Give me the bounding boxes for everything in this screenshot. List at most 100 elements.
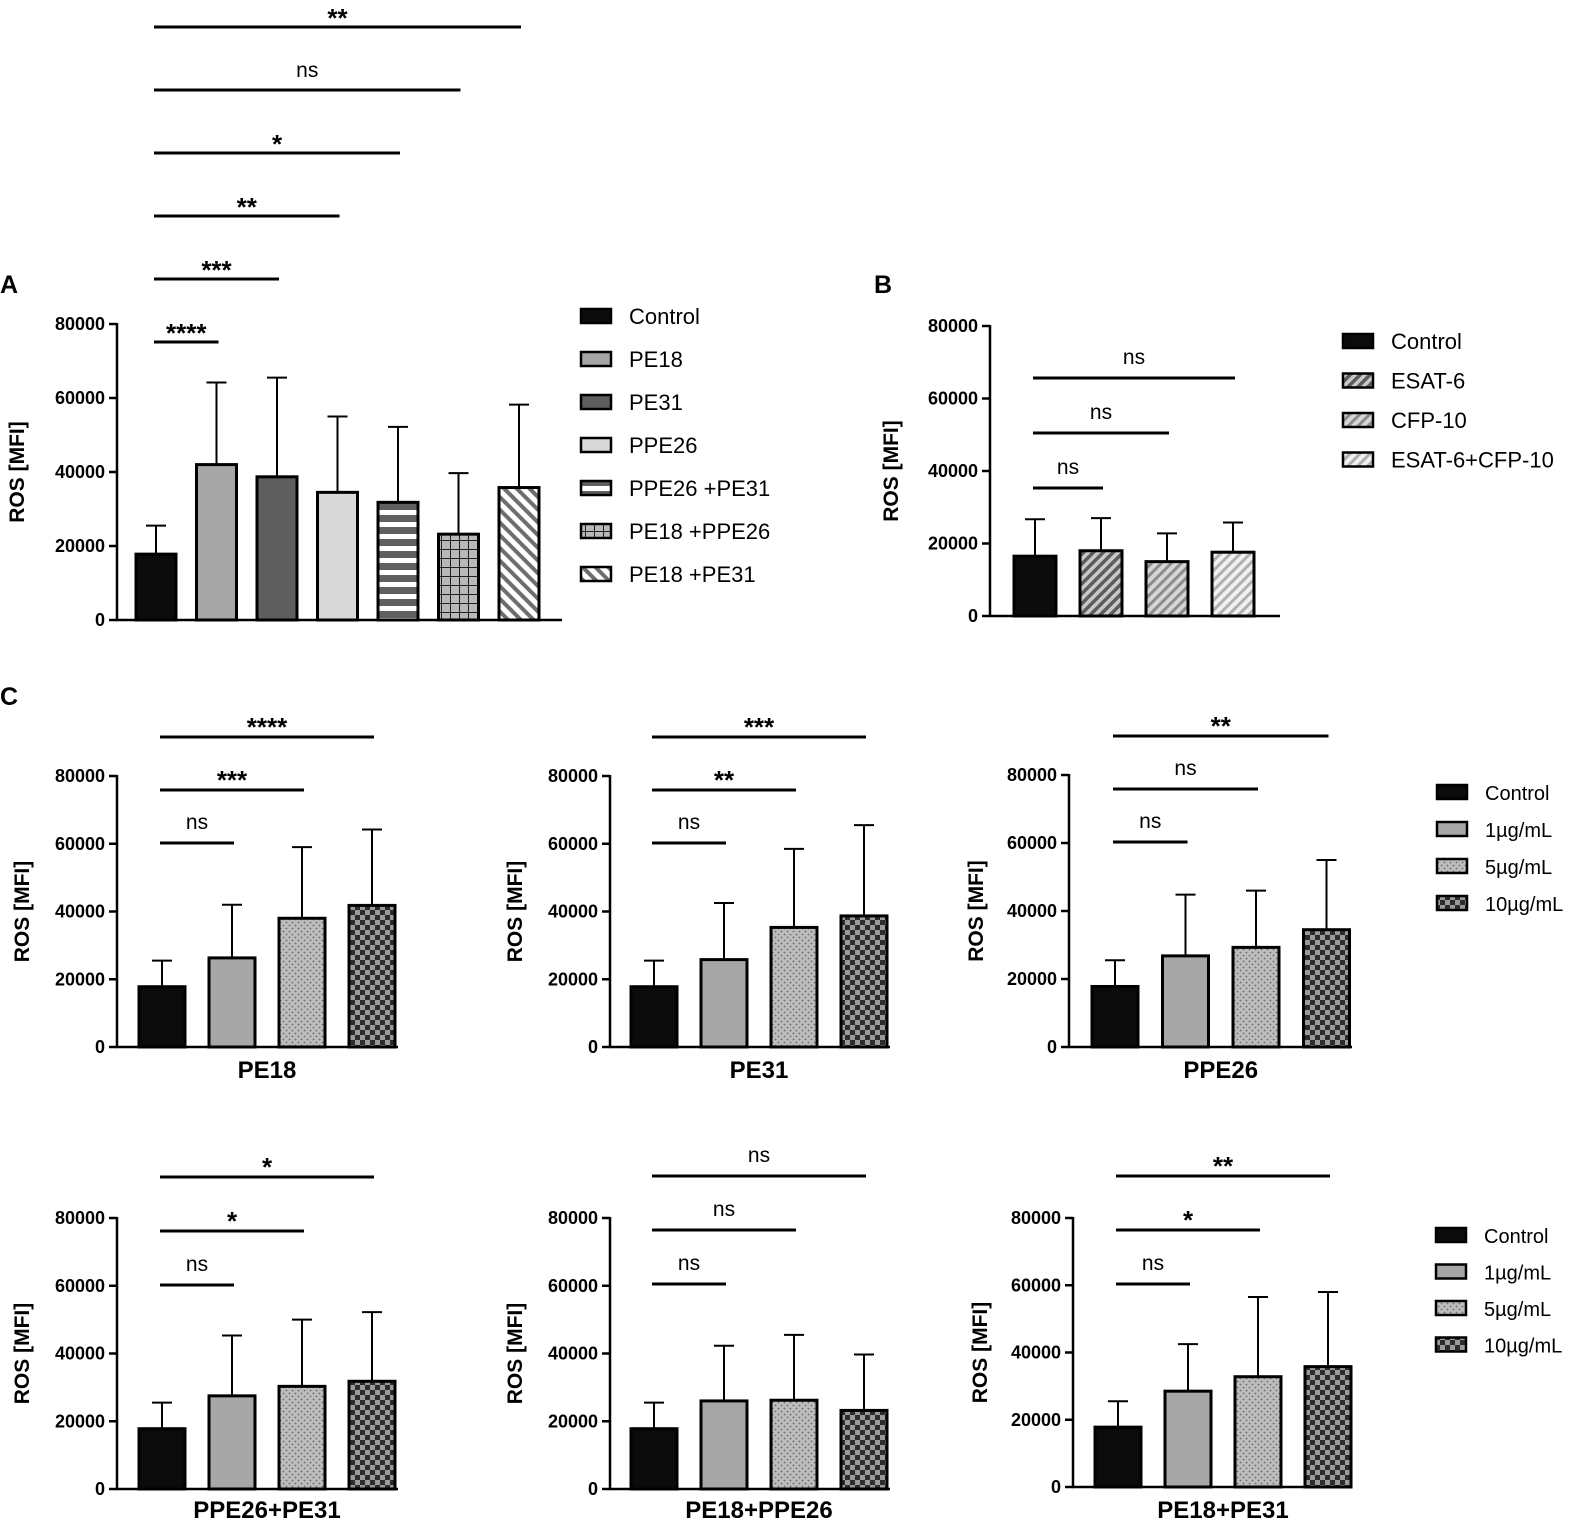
significance-bracket: ns [1113, 810, 1188, 844]
significance-label: ns [1057, 456, 1079, 479]
significance-label: ** [1211, 711, 1232, 741]
y-tick-label: 20000 [548, 1411, 598, 1431]
significance-label: ns [1174, 757, 1196, 780]
legend-item-esat-6: ESAT-6 [1341, 369, 1465, 394]
y-tick-label: 0 [95, 610, 105, 630]
legend-item-1-g-ml: 1µg/mL [1434, 1263, 1551, 1285]
significance-label: ns [713, 1198, 735, 1221]
significance-label: ns [1123, 346, 1145, 369]
legend-item-control: Control [1435, 783, 1549, 805]
bar-rect [137, 985, 187, 1049]
legend-item-10-g-ml: 10µg/mL [1435, 894, 1563, 916]
significance-label: ns [1139, 810, 1161, 833]
bar-1-g-ml [699, 902, 749, 1049]
bar-rect [1144, 560, 1190, 618]
bar-pe18 [195, 381, 238, 622]
y-tick-label: 20000 [928, 534, 978, 554]
y-tick-label: 0 [968, 606, 978, 626]
legend-item-10-g-ml: 10µg/mL [1434, 1336, 1562, 1358]
significance-label: * [272, 129, 283, 159]
bar-rect [376, 500, 420, 622]
significance-bracket: * [160, 1206, 304, 1236]
legend-swatch [579, 436, 613, 454]
significance-label: *** [201, 255, 232, 285]
legend-swatch [1435, 894, 1469, 912]
bar-rect [699, 1399, 749, 1491]
legend-swatch [1435, 820, 1469, 838]
bar-rect [316, 490, 359, 622]
significance-bracket: * [1116, 1205, 1260, 1235]
y-tick-label: 20000 [55, 969, 105, 989]
y-tick-label: 80000 [548, 1208, 598, 1228]
legend-swatch [1341, 411, 1375, 429]
y-tick-label: 80000 [1011, 1208, 1061, 1228]
bar-control [137, 1401, 187, 1491]
panel-label-a: A [0, 271, 18, 299]
legend-label: PE31 [629, 390, 683, 415]
bar-rect [207, 956, 257, 1049]
bar-rect [769, 925, 819, 1049]
significance-label: ** [237, 192, 258, 222]
y-tick-label: 60000 [928, 389, 978, 409]
legend-panel-b: Control ESAT-6 CFP-10 ESAT-6+CFP-10 [1341, 329, 1554, 473]
significance-bracket: ns [1033, 401, 1169, 435]
significance-label: ns [296, 59, 318, 82]
y-tick-label: 40000 [55, 462, 105, 482]
bar-5-g-ml [769, 1333, 819, 1491]
bar-rect [839, 914, 889, 1049]
significance-bracket: * [154, 129, 400, 159]
y-tick-label: 60000 [548, 1276, 598, 1296]
legend-swatch [1435, 783, 1469, 801]
significance-bracket: ** [154, 192, 340, 222]
legend-swatch [1341, 332, 1375, 350]
bar-esat-6-cfp-10 [1210, 521, 1256, 618]
y-tick-label: 40000 [1011, 1343, 1061, 1363]
y-tick-label: 80000 [55, 766, 105, 786]
significance-label: ** [1213, 1151, 1234, 1181]
significance-label: ns [678, 1252, 700, 1275]
legend-swatch [1341, 451, 1375, 468]
bar-rect [769, 1398, 819, 1491]
y-tick-label: 0 [588, 1479, 598, 1499]
chart-panel-c-pe18-ppe26: 0 20000 40000 60000 80000 ROS [MFI] PE18+PPE26… [504, 1144, 890, 1524]
legend-swatch [1434, 1263, 1468, 1280]
legend-label: 5µg/mL [1484, 1299, 1551, 1321]
legend-item-ppe26-pe31: PPE26 +PE31 [579, 476, 770, 501]
y-axis-label: ROS [MFI] [6, 421, 29, 522]
panel-label-b: B [874, 271, 892, 299]
x-axis-label: PPE26+PE31 [193, 1497, 340, 1524]
significance-bracket: ns [1033, 456, 1103, 490]
bar-control [629, 959, 679, 1049]
legend-swatch [579, 479, 613, 497]
legend-label: Control [629, 304, 700, 329]
bar-control [1090, 959, 1140, 1049]
y-axis-label: ROS [MFI] [880, 420, 903, 521]
significance-label: * [262, 1152, 273, 1182]
significance-bracket: **** [160, 712, 374, 742]
y-tick-label: 20000 [1011, 1410, 1061, 1430]
y-tick-label: 40000 [548, 1344, 598, 1364]
legend-label: 1µg/mL [1485, 820, 1552, 842]
bar-control [1012, 518, 1058, 618]
x-axis-label: PE31 [730, 1057, 789, 1084]
y-axis-label: ROS [MFI] [11, 1303, 34, 1404]
y-tick-label: 0 [1051, 1477, 1061, 1497]
x-axis-label: PE18+PE31 [1157, 1497, 1288, 1524]
significance-bracket: **** [154, 318, 219, 348]
bar-ppe26-pe31 [376, 425, 420, 622]
bar-rect [699, 958, 749, 1049]
significance-bracket: ** [652, 765, 796, 795]
significance-bracket: * [160, 1152, 374, 1182]
significance-label: ns [186, 1253, 208, 1276]
y-tick-label: 40000 [548, 902, 598, 922]
bar-10-g-ml [1303, 1290, 1353, 1489]
legend-item-ppe26: PPE26 [579, 433, 698, 458]
bar-rect [195, 463, 238, 622]
y-axis-label: ROS [MFI] [969, 1302, 992, 1403]
significance-bracket: ns [1116, 1252, 1190, 1286]
bar-rect [1090, 984, 1140, 1049]
legend-panel-c-bottom: Control 1µg/mL 5µg/mL 10µg/mL [1434, 1226, 1562, 1358]
bar-10-g-ml [347, 828, 397, 1049]
